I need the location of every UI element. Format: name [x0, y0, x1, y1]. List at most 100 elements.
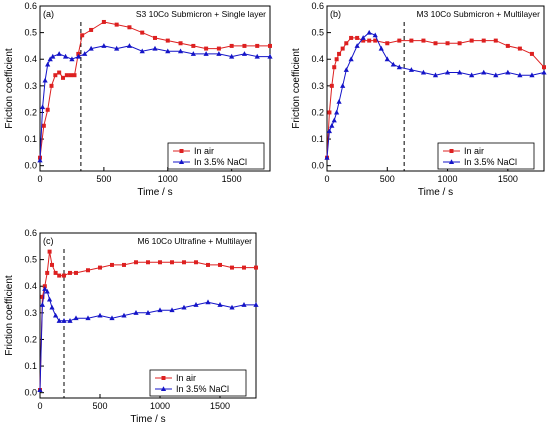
series-in-air — [325, 35, 546, 160]
data-point — [378, 45, 384, 51]
data-point — [408, 67, 414, 72]
data-point — [326, 128, 333, 134]
data-point — [72, 73, 77, 78]
x-tick-label: 1000 — [438, 174, 458, 184]
data-point — [42, 77, 48, 83]
x-axis-label: Time / s — [130, 414, 165, 425]
data-point — [343, 67, 349, 72]
data-point — [86, 268, 90, 273]
data-point — [529, 51, 534, 56]
panel-3: 0 500 1000 1500 0.0 0.1 0.2 0.3 0.4 0.5 0.6 Time / … — [4, 228, 259, 425]
x-tick-label: 1000 — [150, 401, 170, 411]
data-point — [177, 48, 184, 54]
y-tick-label: 0.3 — [24, 308, 37, 318]
data-point — [49, 83, 54, 88]
data-point — [101, 43, 107, 48]
data-point — [432, 72, 439, 78]
data-point — [133, 310, 139, 315]
data-point — [481, 69, 487, 75]
legend-nacl-marker — [178, 159, 185, 164]
data-point — [469, 38, 474, 43]
data-point — [110, 262, 114, 267]
data-point — [332, 65, 337, 70]
data-point — [169, 307, 175, 313]
data-point — [241, 51, 248, 56]
data-point — [181, 304, 187, 310]
legend-air-marker — [161, 376, 166, 380]
data-point — [44, 288, 50, 294]
y-tick-label: 0.6 — [24, 1, 37, 11]
data-point — [146, 260, 150, 265]
plot-frame — [39, 5, 271, 172]
data-point — [229, 53, 235, 59]
data-point — [384, 56, 390, 62]
data-point — [372, 32, 378, 38]
data-point — [62, 273, 66, 278]
data-point — [349, 35, 354, 40]
data-point — [493, 38, 498, 43]
data-point — [327, 110, 332, 115]
panel-label: (a) — [43, 9, 54, 19]
series-line — [326, 32, 545, 158]
data-point — [329, 122, 335, 128]
data-point — [367, 38, 372, 43]
y-tick-label: 0.2 — [24, 107, 37, 117]
x-tick-label: 1500 — [222, 174, 242, 184]
plot-frame — [39, 232, 257, 399]
data-point — [324, 154, 330, 160]
legend-air-label: In air — [464, 146, 484, 156]
data-point — [40, 294, 45, 299]
x-tick-label: 0 — [37, 174, 42, 184]
data-point — [45, 61, 51, 67]
data-point — [47, 56, 53, 62]
data-point — [229, 43, 234, 48]
data-point — [47, 296, 53, 302]
panel-title: M6 10Co Ultrafine + Multilayer — [137, 236, 252, 246]
data-point — [348, 56, 354, 62]
y-tick-label: 0.5 — [311, 28, 324, 38]
data-point — [75, 53, 81, 59]
data-point — [190, 51, 196, 56]
series-line — [39, 251, 256, 391]
plot-frame — [326, 5, 545, 172]
data-point — [344, 41, 349, 46]
data-point — [68, 270, 72, 275]
data-point — [69, 56, 75, 62]
y-axis-label: Friction coefficient — [4, 48, 15, 129]
data-point — [334, 109, 340, 115]
y-tick-label: 0.5 — [24, 28, 37, 38]
data-point — [205, 299, 211, 305]
series-in-nacl — [324, 29, 547, 160]
data-point — [114, 22, 119, 27]
data-point — [170, 260, 174, 265]
data-point — [203, 51, 209, 56]
data-point — [216, 51, 222, 56]
data-point — [433, 41, 438, 46]
data-point — [241, 302, 247, 307]
data-point — [88, 45, 94, 51]
y-tick-label: 0.6 — [24, 228, 37, 238]
data-point — [61, 75, 65, 80]
data-point — [193, 302, 199, 307]
legend-nacl-label: In 3.5% NaCl — [194, 157, 247, 167]
data-point — [45, 270, 50, 275]
data-point — [98, 265, 102, 270]
data-point — [529, 72, 535, 78]
y-tick-label: 0.2 — [24, 334, 37, 344]
y-axis-label: Friction coefficient — [291, 48, 302, 129]
series-in-nacl — [37, 43, 273, 163]
data-point — [457, 41, 462, 46]
data-point — [56, 318, 62, 323]
data-point — [493, 72, 499, 78]
data-point — [165, 48, 171, 54]
data-point — [373, 38, 378, 43]
data-point — [253, 302, 259, 307]
series-line — [39, 21, 270, 158]
x-tick-label: 0 — [324, 174, 329, 184]
data-point — [50, 262, 54, 267]
panel-2: 0 500 1000 1500 0.0 0.1 0.2 0.3 0.4 0.5 0.6 Time / … — [291, 1, 547, 198]
x-tick-label: 500 — [92, 401, 107, 411]
data-point — [254, 265, 258, 270]
data-point — [420, 69, 427, 75]
